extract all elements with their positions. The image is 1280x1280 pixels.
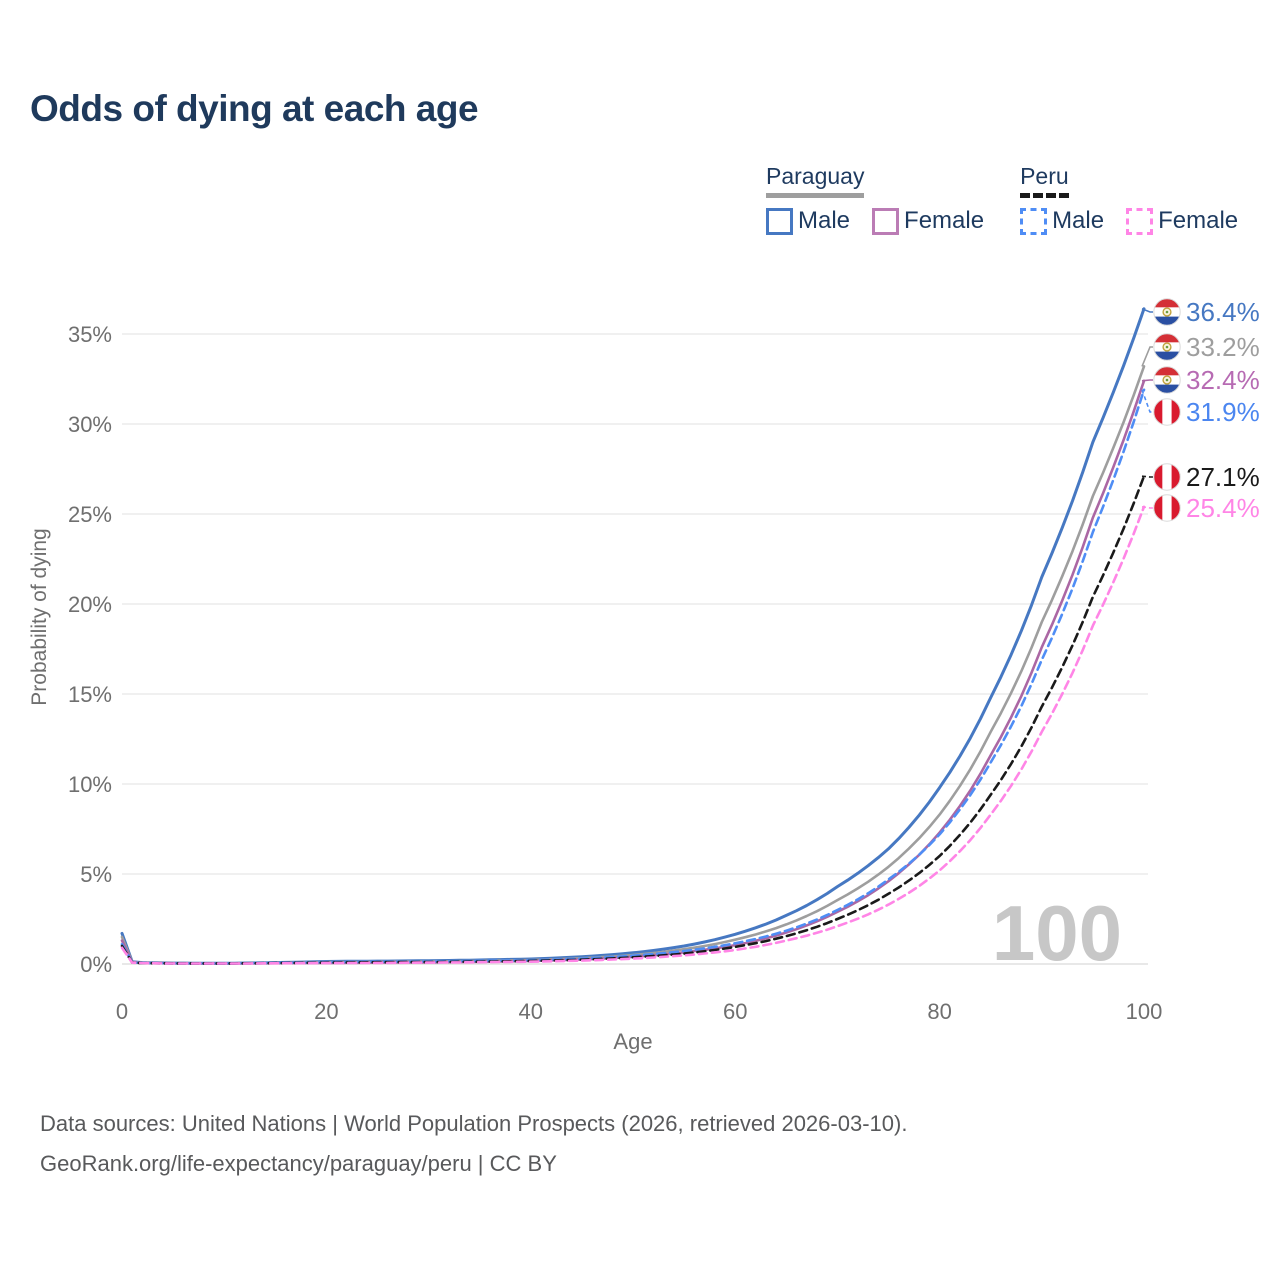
legend-group-peru: Peru Male Female — [1020, 163, 1238, 235]
x-tick-label: 60 — [723, 999, 747, 1024]
flag-ring — [1153, 333, 1181, 361]
y-tick-label: 30% — [68, 412, 112, 437]
footer-attribution: GeoRank.org/life-expectancy/paraguay/per… — [40, 1151, 557, 1176]
series-line-peru-male — [120, 388, 1146, 965]
label-connector — [1141, 308, 1153, 313]
legend-item-label: Male — [1052, 207, 1105, 234]
paraguay-flag-icon — [1153, 366, 1181, 394]
end-value-label-peru-male: 31.9% — [1186, 397, 1260, 427]
y-tick-label: 15% — [68, 682, 112, 707]
end-value-label-peru-both-sexes: 27.1% — [1186, 462, 1260, 492]
paraguay-flag-icon — [1153, 298, 1181, 326]
peru-flag-icon — [1153, 463, 1181, 491]
end-value-label-paraguay-male: 36.4% — [1186, 297, 1260, 327]
x-axis-title: Age — [613, 1029, 652, 1054]
y-tick-label: 5% — [80, 862, 112, 887]
y-axis-title: Probability of dying — [28, 528, 51, 705]
footer-data-sources: Data sources: United Nations | World Pop… — [40, 1111, 908, 1136]
label-connector — [1141, 346, 1153, 367]
peru-flag-icon — [1153, 398, 1181, 426]
chart-legend: Paraguay Male Female Peru Male Female — [766, 163, 1238, 235]
paraguay-flag-icon — [1153, 333, 1181, 361]
legend-swatch-icon — [1020, 207, 1048, 235]
legend-item-label: Female — [1158, 207, 1239, 234]
series-line-peru-female — [120, 505, 1146, 965]
legend-item-label: Female — [904, 207, 985, 234]
y-tick-label: 20% — [68, 592, 112, 617]
legend-item-peru-male[interactable]: Male — [1020, 207, 1104, 235]
flag-ring — [1153, 398, 1181, 426]
end-value-label-peru-female: 25.4% — [1186, 493, 1260, 523]
y-tick-label: 25% — [68, 502, 112, 527]
legend-swatch-icon — [872, 207, 900, 235]
legend-group-paraguay: Paraguay Male Female — [766, 163, 984, 235]
page-title: Odds of dying at each age — [30, 88, 479, 129]
label-connector — [1141, 379, 1153, 382]
footer: Data sources: United Nations | World Pop… — [40, 1104, 907, 1184]
y-tick-label: 0% — [80, 952, 112, 977]
series-line-paraguay-female — [120, 379, 1146, 965]
end-value-label-paraguay-female: 32.4% — [1186, 365, 1260, 395]
x-tick-label: 100 — [1126, 999, 1163, 1024]
label-connector — [1141, 506, 1153, 509]
legend-item-paraguay-female[interactable]: Female — [872, 207, 984, 235]
x-tick-label: 20 — [314, 999, 338, 1024]
flag-ring — [1153, 463, 1181, 491]
y-tick-label: 35% — [68, 322, 112, 347]
legend-item-paraguay-male[interactable]: Male — [766, 207, 850, 235]
age-indicator-watermark: 100 — [992, 889, 1122, 977]
label-connector — [1141, 389, 1153, 413]
y-tick-label: 10% — [68, 772, 112, 797]
peru-flag-icon — [1153, 494, 1181, 522]
series-line-paraguay-male — [120, 307, 1146, 965]
x-tick-label: 80 — [927, 999, 951, 1024]
x-tick-label: 40 — [519, 999, 543, 1024]
legend-swatch-icon — [1126, 207, 1154, 235]
flag-ring — [1153, 298, 1181, 326]
x-tick-label: 0 — [116, 999, 128, 1024]
flag-ring — [1153, 366, 1181, 394]
legend-swatch-icon — [766, 207, 793, 235]
legend-item-label: Male — [798, 207, 851, 234]
legend-group-title-peru: Peru — [1020, 163, 1069, 198]
legend-group-title-paraguay: Paraguay — [766, 163, 865, 198]
series-line-peru-both-sexes — [120, 474, 1146, 965]
end-value-label-paraguay-both-sexes: 33.2% — [1186, 332, 1260, 362]
flag-ring — [1153, 494, 1181, 522]
label-connector — [1141, 475, 1153, 478]
legend-item-peru-female[interactable]: Female — [1126, 207, 1238, 235]
